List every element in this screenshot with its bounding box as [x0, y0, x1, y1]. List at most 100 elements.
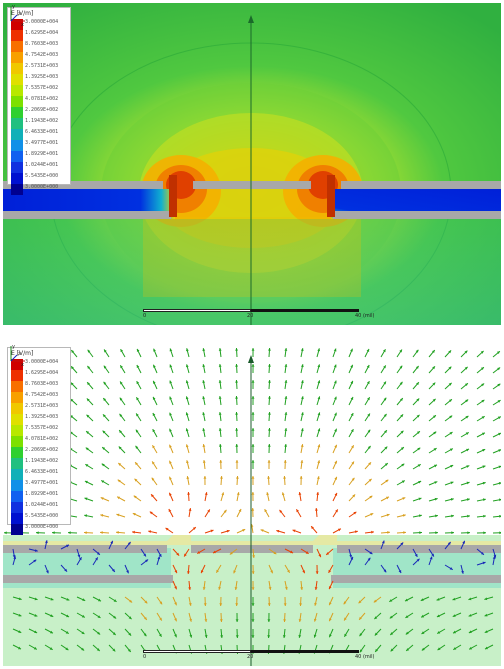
- axis-label-z: z: [18, 351, 21, 357]
- field-vector-head: [86, 398, 90, 402]
- field-vector-head: [200, 570, 204, 574]
- field-vector-head: [152, 396, 156, 400]
- field-vector-head: [251, 603, 255, 606]
- field-vector-head: [119, 397, 123, 401]
- field-vector-head: [218, 444, 222, 447]
- field-vector-head: [116, 513, 120, 517]
- field-vector-head: [370, 513, 374, 516]
- field-vector-head: [127, 541, 131, 545]
- field-vector-head: [405, 615, 409, 618]
- field-vector-head: [174, 570, 178, 574]
- field-vector-head: [481, 432, 485, 436]
- field-vector-head: [436, 614, 440, 618]
- field-vector-head: [267, 476, 271, 479]
- field-vector-head: [298, 634, 302, 638]
- field-vector-head: [251, 571, 255, 574]
- field-vector-head: [97, 598, 101, 602]
- field-vector-head: [157, 556, 161, 560]
- field-vector-head: [266, 492, 270, 496]
- field-vector-head: [448, 350, 452, 354]
- field-vector-head: [34, 549, 38, 552]
- field-vector-head: [421, 614, 425, 618]
- legend-value: 6.4633E+001: [25, 469, 59, 475]
- field-vector-head: [82, 598, 86, 601]
- field-vector-head: [449, 415, 453, 419]
- field-vector-head: [112, 632, 116, 636]
- field-vector-head: [97, 615, 101, 618]
- legend-value: 3.4977E+001: [25, 140, 59, 146]
- axis-label-y: y: [12, 344, 15, 350]
- field-vector-head: [96, 648, 100, 651]
- field-vector-head: [4, 531, 7, 535]
- field-vector-head: [418, 497, 422, 501]
- legend-value: 4.7542E+003: [25, 52, 59, 58]
- field-vector-head: [202, 396, 206, 400]
- field-vector-head: [158, 553, 162, 557]
- field-vector-head: [492, 556, 496, 560]
- field-vector-head: [290, 550, 294, 554]
- field-vector-head: [334, 396, 337, 400]
- legend-swatch: [11, 118, 23, 129]
- legend-swatch: [11, 41, 23, 52]
- field-vector-head: [415, 349, 419, 353]
- field-vector-head: [483, 531, 486, 535]
- field-vector-head: [350, 364, 353, 368]
- field-vector-head: [300, 380, 304, 384]
- field-vector-head: [202, 380, 206, 384]
- field-vector-head: [169, 492, 172, 496]
- field-vector-head: [276, 529, 280, 533]
- field-vector-head: [431, 350, 435, 354]
- field-vector-head: [185, 412, 189, 416]
- signal-trace: [191, 545, 313, 553]
- field-vector-head: [120, 349, 124, 353]
- field-vector-head: [284, 412, 288, 415]
- legend-value: 1.0244E+001: [25, 162, 59, 168]
- field-vector-head: [390, 648, 394, 652]
- field-vector-head: [226, 529, 230, 533]
- field-vector-head: [464, 350, 468, 354]
- field-vector-head: [136, 348, 140, 352]
- field-vector-head: [218, 380, 222, 383]
- legend-swatch: [11, 74, 23, 85]
- field-vector-head: [398, 570, 402, 574]
- field-vector-head: [383, 569, 387, 573]
- field-vector-head: [136, 413, 139, 417]
- field-vector-head: [174, 634, 177, 638]
- legend-swatch: [11, 85, 23, 96]
- field-vector-head: [118, 462, 122, 466]
- field-vector-head: [300, 444, 304, 447]
- scale-label-20: 20: [247, 654, 254, 660]
- field-vector-head: [284, 380, 288, 383]
- legend-value: 2.5731E+003: [25, 403, 59, 409]
- field-vector-head: [251, 380, 255, 383]
- field-vector-head: [300, 412, 304, 416]
- field-vector-head: [204, 619, 208, 622]
- field-vector-head: [284, 586, 288, 590]
- field-vector-head: [135, 445, 139, 449]
- field-vector-head: [284, 428, 288, 431]
- field-vector-head: [135, 462, 138, 466]
- field-vector-head: [287, 569, 290, 573]
- field-vector-head: [366, 365, 370, 369]
- field-vector-head: [268, 587, 272, 590]
- field-vector-head: [283, 619, 287, 622]
- field-vector-head: [86, 431, 90, 434]
- field-vector-head: [235, 412, 239, 415]
- field-vector-head: [203, 603, 207, 606]
- field-vector-head: [350, 413, 354, 417]
- field-vector-head: [317, 396, 321, 400]
- field-vector-head: [450, 465, 454, 468]
- field-vector-head: [317, 380, 321, 384]
- ground-trace-right: [337, 545, 501, 553]
- field-vector-head: [399, 365, 403, 369]
- field-vector-head: [482, 449, 486, 452]
- field-vector-head: [421, 647, 425, 651]
- field-vector-head: [36, 531, 39, 535]
- field-vector-head: [119, 413, 123, 417]
- field-vector-head: [359, 633, 363, 637]
- field-vector-head: [235, 619, 239, 622]
- field-vector-head: [383, 365, 386, 369]
- legend-value: 1.8929E+001: [25, 151, 59, 157]
- field-vector-head: [418, 514, 422, 518]
- field-vector-head: [152, 461, 155, 465]
